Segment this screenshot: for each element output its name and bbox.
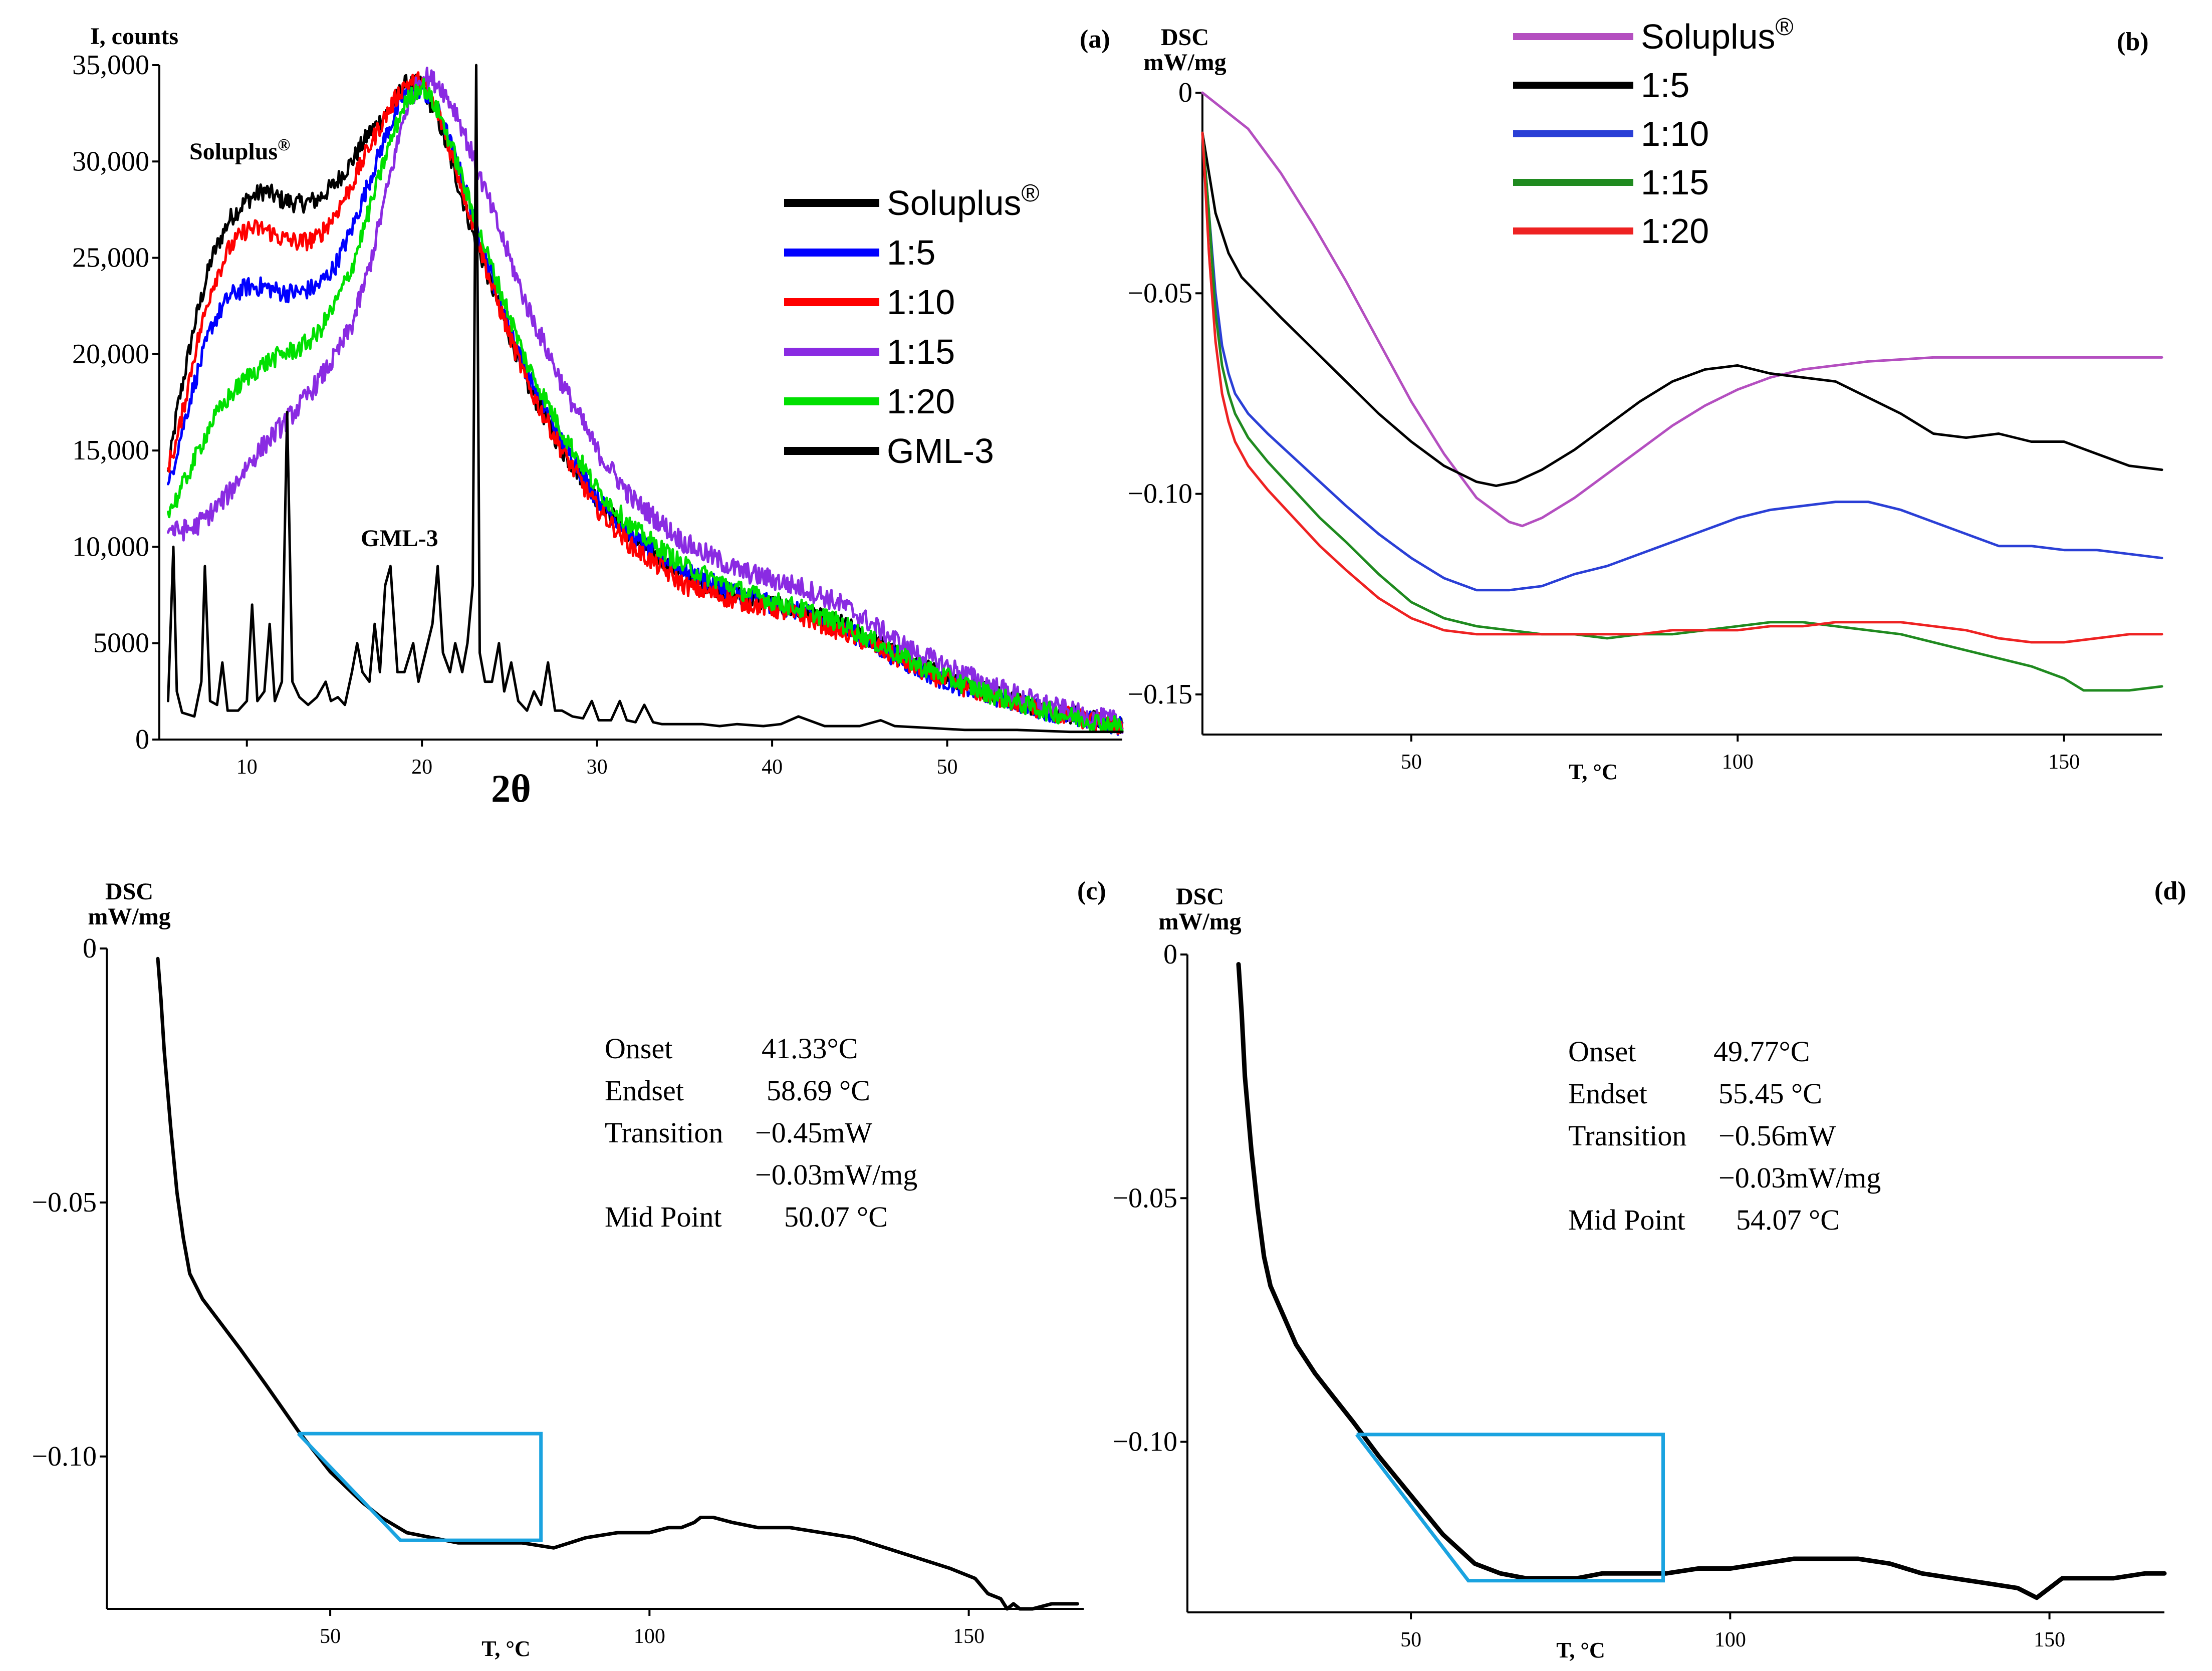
y-tick-label: 0 bbox=[135, 724, 149, 755]
annotation-value: 50.07 °C bbox=[784, 1201, 888, 1233]
panel-a-xrd-chart: 0 5000 10,000 15,000 20,000 25,000 30,000 35,00… bbox=[72, 23, 1124, 810]
legend-label: 1:5 bbox=[1641, 66, 1689, 105]
annotation-value: 54.07 °C bbox=[1736, 1204, 1840, 1236]
transition-box bbox=[1355, 1433, 1665, 1583]
y-axis-title: DSC bbox=[1176, 883, 1224, 910]
series-line-1-20 bbox=[1201, 131, 2163, 644]
x-axis-title: 2θ bbox=[491, 767, 531, 810]
x-tick-label: 10 bbox=[236, 756, 258, 779]
x-tick-label: 20 bbox=[411, 756, 432, 779]
annotation-label: Transition bbox=[605, 1116, 723, 1149]
x-tick-label: 100 bbox=[1714, 1628, 1746, 1651]
legend-label: Soluplus® bbox=[887, 180, 1040, 222]
y-tick-label: 0 bbox=[1178, 77, 1192, 108]
y-tick-label: −0.10 bbox=[1112, 1426, 1177, 1458]
legend-label: 1:20 bbox=[887, 382, 955, 421]
x-tick-label: 150 bbox=[2048, 751, 2080, 774]
legend-label: Soluplus® bbox=[1641, 14, 1794, 56]
legend-label: 1:20 bbox=[1641, 211, 1709, 251]
annotation-value: 41.33°C bbox=[762, 1032, 858, 1065]
y-tick-label: −0.10 bbox=[32, 1441, 97, 1472]
annotation-value: 49.77°C bbox=[1713, 1035, 1810, 1068]
x-tick-label: 50 bbox=[320, 1625, 341, 1648]
x-axis-title: T, °C bbox=[1569, 760, 1617, 784]
annotation-label: Transition bbox=[1568, 1119, 1686, 1152]
x-tick-label: 50 bbox=[1401, 751, 1422, 774]
x-tick-label: 100 bbox=[1722, 751, 1754, 774]
panel-label: (b) bbox=[2117, 28, 2149, 56]
panel-label: (c) bbox=[1077, 877, 1106, 905]
series-line-dsc bbox=[1236, 962, 2167, 1600]
series-line-1-20 bbox=[167, 78, 1124, 734]
annotation-value: −0.45mW bbox=[755, 1116, 872, 1149]
annotation-soluplus: Soluplus® bbox=[189, 136, 290, 165]
y-tick-label: 10,000 bbox=[72, 531, 149, 562]
y-tick-label: 35,000 bbox=[72, 50, 149, 81]
y-tick-label: 20,000 bbox=[72, 339, 149, 370]
y-axis-title: I, counts bbox=[90, 23, 178, 50]
annotation-label: Onset bbox=[1568, 1035, 1636, 1068]
legend-label: 1:15 bbox=[887, 332, 955, 371]
series-line-dsc bbox=[156, 957, 1079, 1611]
x-tick-label: 150 bbox=[953, 1625, 985, 1648]
annotation-label: Mid Point bbox=[605, 1201, 722, 1233]
y-tick-label: 30,000 bbox=[72, 146, 149, 177]
legend-label: 1:10 bbox=[887, 283, 955, 322]
legend-label: GML-3 bbox=[887, 431, 994, 470]
series-line-1-10 bbox=[1201, 131, 2163, 592]
x-axis-title: T, °C bbox=[1556, 1638, 1605, 1662]
annotation-label: Endset bbox=[1568, 1077, 1647, 1110]
y-tick-label: −0.05 bbox=[32, 1187, 97, 1218]
x-tick-label: 50 bbox=[937, 756, 958, 779]
y-tick-label: −0.05 bbox=[1127, 278, 1192, 309]
panel-label: (a) bbox=[1080, 25, 1110, 54]
y-axis-unit: mW/mg bbox=[1143, 49, 1226, 76]
y-tick-label: 25,000 bbox=[72, 243, 149, 274]
y-tick-label: 15,000 bbox=[72, 435, 149, 466]
y-tick-label: 0 bbox=[83, 933, 97, 964]
y-axis-unit: mW/mg bbox=[1158, 908, 1241, 935]
series-line-gml-3 bbox=[167, 64, 1124, 734]
series-line-1-15 bbox=[1201, 131, 2163, 692]
annotation-value: 58.69 °C bbox=[767, 1074, 870, 1107]
legend-label: 1:5 bbox=[887, 233, 935, 272]
annotation-value: −0.56mW bbox=[1718, 1119, 1836, 1152]
panel-label: (d) bbox=[2154, 877, 2186, 905]
series-line-1-10 bbox=[167, 71, 1124, 735]
x-tick-label: 30 bbox=[587, 756, 608, 779]
y-tick-label: −0.05 bbox=[1112, 1182, 1177, 1214]
y-axis-title: DSC bbox=[1161, 24, 1209, 51]
series-line-1-15 bbox=[167, 67, 1124, 734]
y-axis-title: DSC bbox=[105, 878, 153, 905]
annotation-gml3: GML-3 bbox=[361, 525, 438, 552]
annotation-value: −0.03mW/mg bbox=[755, 1158, 917, 1191]
x-axis-title: T, °C bbox=[481, 1636, 530, 1661]
y-tick-label: 0 bbox=[1163, 939, 1177, 970]
x-tick-label: 50 bbox=[1400, 1628, 1421, 1651]
x-tick-label: 100 bbox=[634, 1625, 665, 1648]
transition-box bbox=[297, 1431, 543, 1542]
annotation-label: Mid Point bbox=[1568, 1204, 1685, 1236]
annotation-label: Onset bbox=[605, 1032, 672, 1065]
annotation-label: Endset bbox=[605, 1074, 684, 1107]
series-line-1-5 bbox=[1201, 131, 2163, 488]
annotation-value: 55.45 °C bbox=[1718, 1077, 1822, 1110]
annotation-value: −0.03mW/mg bbox=[1718, 1161, 1881, 1194]
x-tick-label: 40 bbox=[762, 756, 783, 779]
x-tick-label: 150 bbox=[2034, 1628, 2065, 1651]
legend-label: 1:10 bbox=[1641, 114, 1709, 153]
y-tick-label: 5000 bbox=[93, 628, 149, 659]
series-line-soluplus- bbox=[1201, 91, 2163, 528]
legend-label: 1:15 bbox=[1641, 163, 1709, 202]
y-tick-label: −0.10 bbox=[1127, 479, 1192, 510]
y-axis-unit: mW/mg bbox=[88, 903, 170, 930]
y-tick-label: −0.15 bbox=[1127, 679, 1192, 710]
